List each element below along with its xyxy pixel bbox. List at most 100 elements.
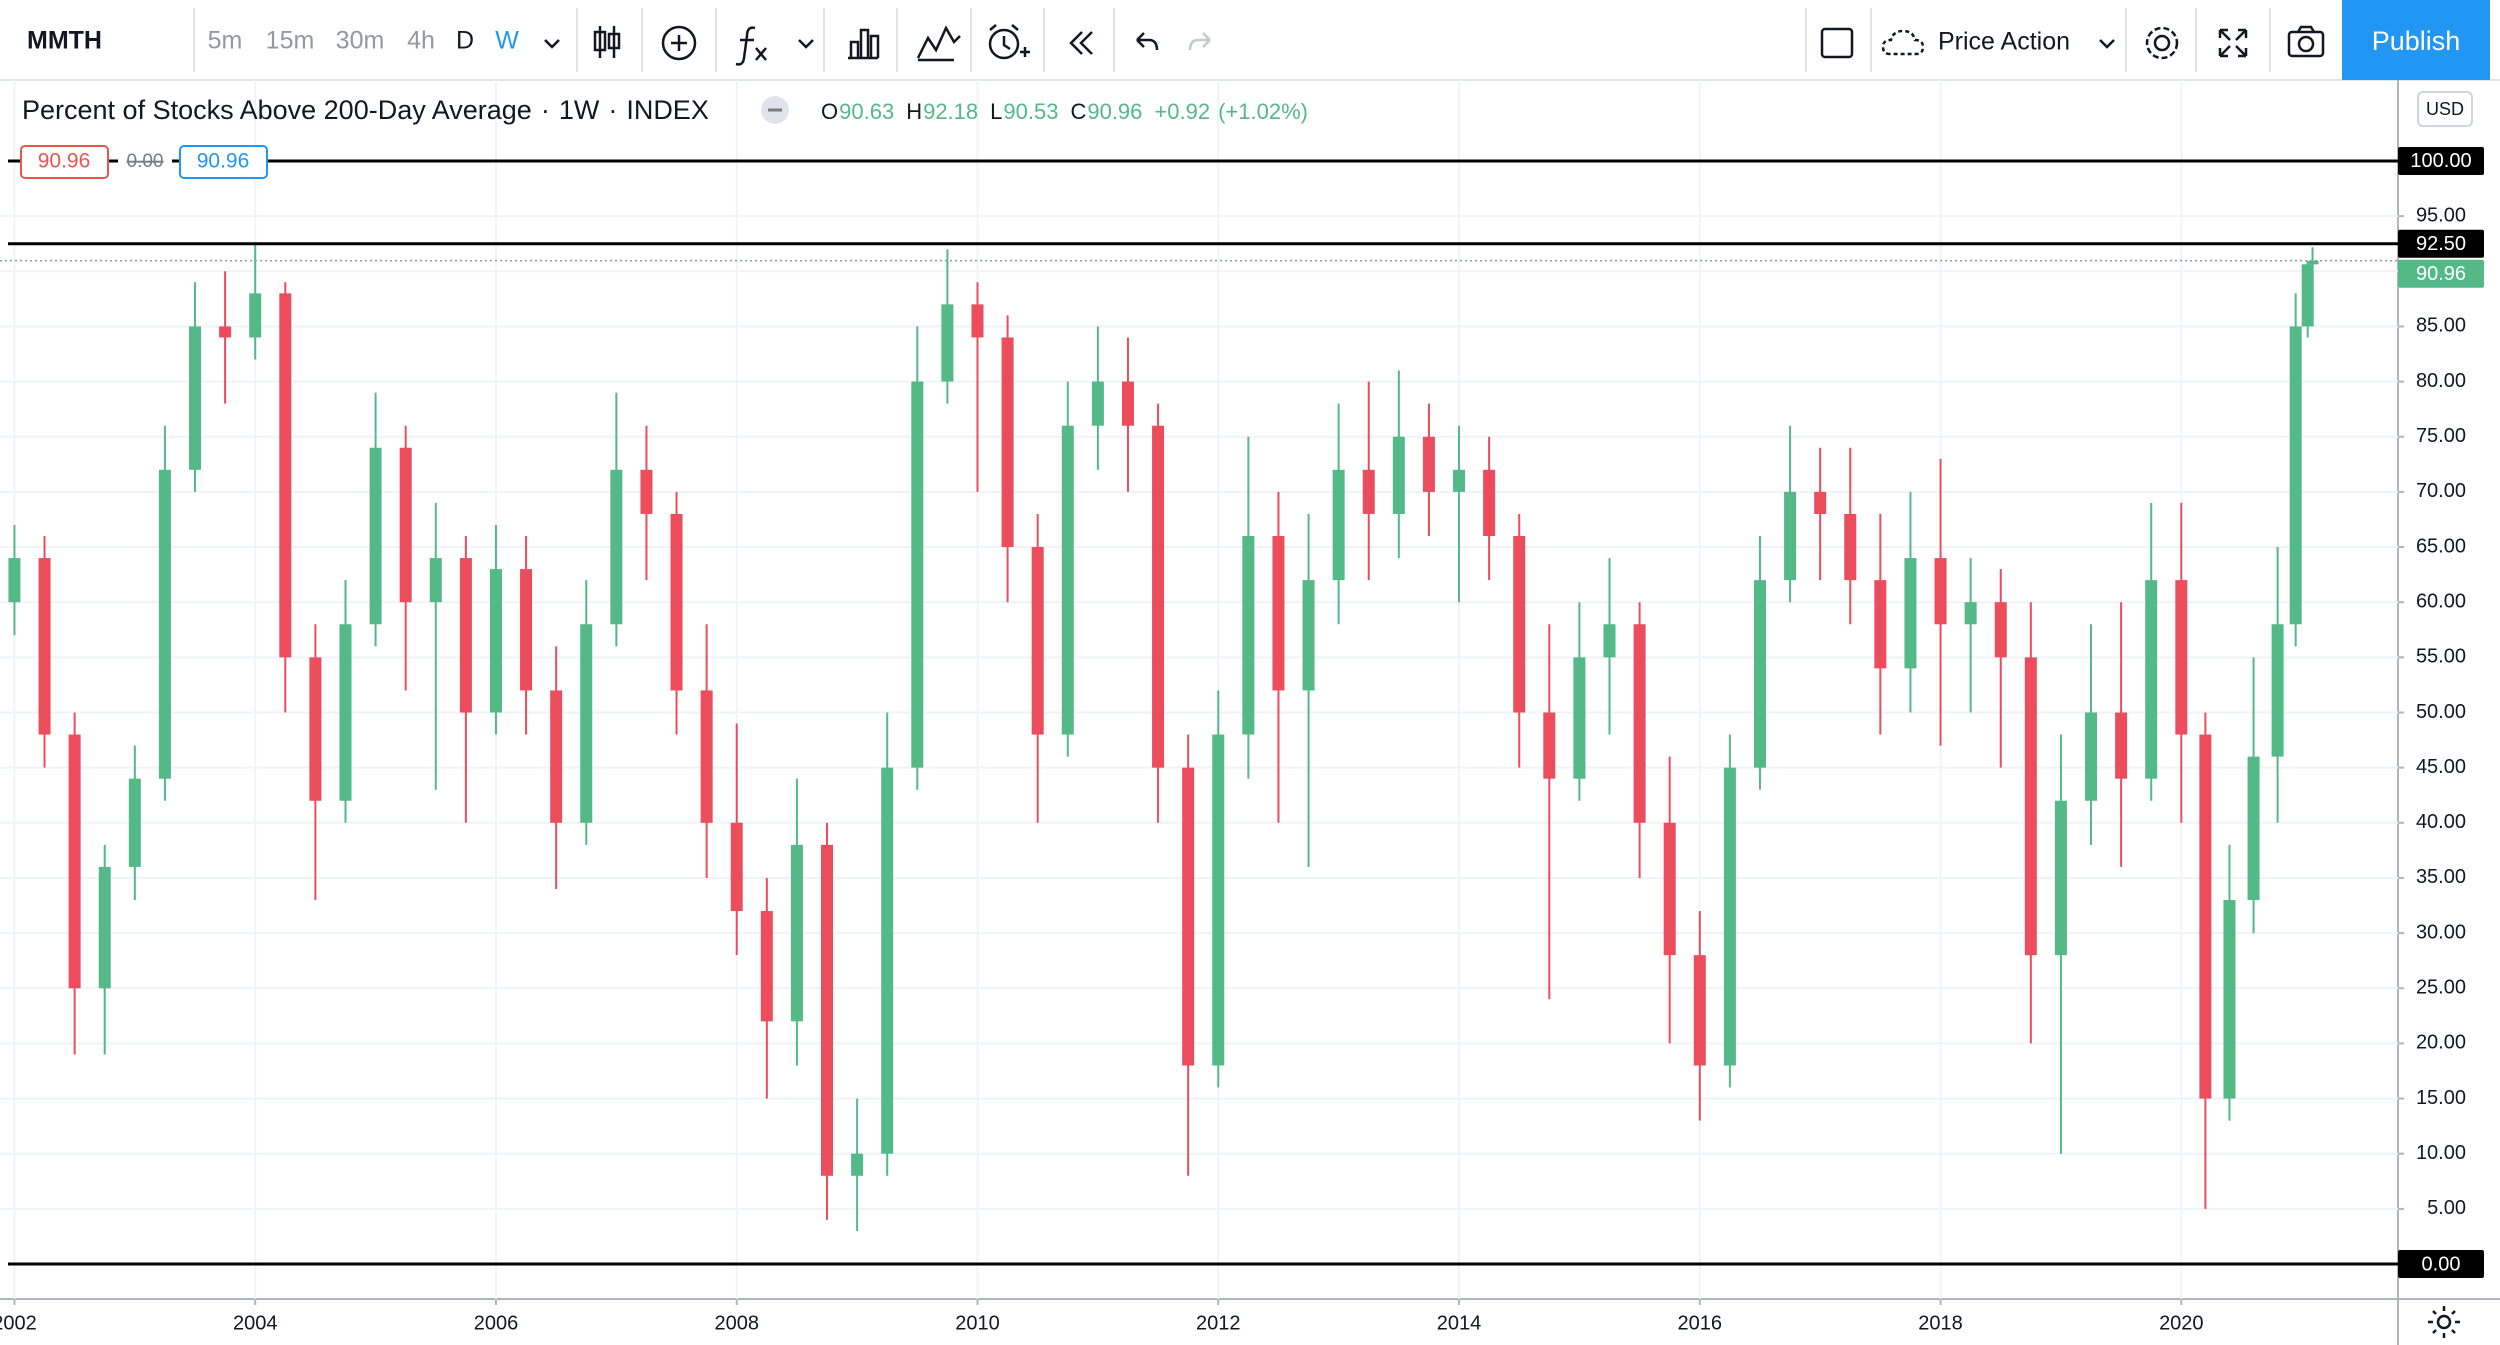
axis-settings-button[interactable] bbox=[2428, 1306, 2460, 1338]
undo-button[interactable] bbox=[1136, 32, 1159, 51]
interval[interactable]: D bbox=[456, 27, 474, 55]
last-price-badge bbox=[2398, 259, 2484, 288]
legend-separator: · bbox=[608, 95, 617, 125]
candle-body bbox=[1272, 536, 1285, 691]
ohlc-value: 90.63 bbox=[839, 99, 894, 124]
fullscreen-button[interactable] bbox=[2218, 28, 2248, 58]
candle-body bbox=[399, 447, 412, 603]
alert-button[interactable] bbox=[988, 24, 1030, 60]
compare-button[interactable] bbox=[661, 25, 697, 61]
candle-body bbox=[1091, 381, 1104, 426]
candle-body bbox=[1814, 491, 1827, 514]
y-tick-label: 20.00 bbox=[2416, 1032, 2466, 1054]
candle-body bbox=[2085, 712, 2098, 801]
interval[interactable]: 4h bbox=[407, 27, 435, 55]
candle-body bbox=[580, 624, 593, 823]
candle-body bbox=[1182, 767, 1195, 1066]
chart-type-button[interactable] bbox=[593, 26, 621, 58]
candle-body bbox=[1723, 767, 1736, 1066]
lines-button[interactable] bbox=[916, 25, 961, 62]
candle-body bbox=[1964, 602, 1977, 625]
price-badge bbox=[2398, 229, 2484, 258]
legend-exchange: INDEX bbox=[626, 95, 709, 125]
symbol[interactable]: MMTH bbox=[27, 27, 102, 55]
candle-body bbox=[1633, 624, 1646, 823]
candle-body bbox=[1543, 712, 1556, 779]
candle-body bbox=[98, 866, 111, 989]
candle-body bbox=[1753, 580, 1766, 768]
candle-body bbox=[2247, 756, 2260, 901]
candle-body bbox=[2145, 580, 2158, 779]
layout-name[interactable]: Price Action bbox=[1938, 28, 2070, 56]
plot-area bbox=[8, 243, 2319, 1231]
legend-toggle[interactable] bbox=[761, 96, 789, 124]
line-tool-badge[interactable] bbox=[20, 145, 109, 179]
y-tick-label: 45.00 bbox=[2416, 756, 2466, 778]
x-tick-label: 2020 bbox=[2159, 1312, 2204, 1334]
candle-body bbox=[911, 381, 924, 768]
y-tick-label: 70.00 bbox=[2416, 480, 2466, 502]
candle-body bbox=[700, 690, 713, 823]
y-tick-label: 85.00 bbox=[2416, 315, 2466, 337]
candle-body bbox=[189, 326, 202, 470]
candle-body bbox=[520, 569, 533, 691]
y-tick-label: 65.00 bbox=[2416, 535, 2466, 557]
price-badge-label: 92.50 bbox=[2416, 233, 2466, 255]
legend-title: Percent of Stocks Above 200-Day Average bbox=[22, 95, 532, 125]
publish-button[interactable] bbox=[2342, 0, 2490, 80]
layout-button[interactable] bbox=[1820, 27, 1854, 59]
line-tool-label: 90.96 bbox=[38, 150, 91, 173]
price-badge bbox=[2398, 146, 2484, 175]
y-tick-label: 10.00 bbox=[2416, 1142, 2466, 1164]
y-tick-label: 75.00 bbox=[2416, 425, 2466, 447]
screenshot-button[interactable] bbox=[2287, 25, 2325, 58]
toolbar-bg bbox=[0, 0, 2500, 80]
candle-body bbox=[1874, 580, 1887, 669]
candle-body bbox=[1603, 624, 1616, 658]
candle-body bbox=[1152, 425, 1165, 768]
interval[interactable]: 15m bbox=[266, 27, 315, 55]
candle-body bbox=[2024, 657, 2037, 956]
replay-button[interactable] bbox=[1069, 31, 1093, 55]
indicators-button[interactable] bbox=[735, 26, 767, 66]
change-value: +0.92 bbox=[1154, 99, 1210, 124]
candle-body bbox=[550, 690, 563, 823]
x-tick-label: 2018 bbox=[1918, 1312, 1963, 1334]
redo-button[interactable] bbox=[1188, 32, 1211, 51]
price-badge-label: 100.00 bbox=[2410, 150, 2471, 172]
x-tick-label: 2004 bbox=[233, 1312, 278, 1334]
settings-button[interactable] bbox=[2145, 26, 2179, 60]
ohlc-letter: C bbox=[1070, 99, 1086, 124]
candle-body bbox=[1332, 469, 1345, 581]
layout-menu[interactable] bbox=[2099, 39, 2115, 49]
candle-body bbox=[881, 767, 894, 1154]
candle-body bbox=[640, 469, 653, 514]
line-tool-badge[interactable] bbox=[179, 145, 268, 179]
publish-label[interactable]: Publish bbox=[2372, 26, 2461, 56]
candle-body bbox=[790, 844, 803, 1022]
toolbar: MMTH 5m 15m 30m 4h D W Price Action bbox=[0, 0, 2500, 81]
candle-body bbox=[1844, 513, 1857, 581]
legend: Percent of Stocks Above 200-Day Average … bbox=[22, 95, 709, 125]
interval-active[interactable]: W bbox=[495, 27, 519, 55]
candle-body bbox=[610, 469, 623, 625]
candle-body bbox=[2175, 580, 2188, 735]
interval[interactable]: 5m bbox=[208, 27, 243, 55]
candle-body bbox=[1061, 425, 1074, 735]
currency-button[interactable] bbox=[2417, 91, 2473, 127]
candle-body bbox=[249, 293, 262, 338]
candle-body bbox=[730, 822, 743, 912]
candle-body bbox=[219, 326, 232, 338]
interval[interactable]: 30m bbox=[336, 27, 385, 55]
legend-separator: · bbox=[541, 95, 550, 125]
templates-button[interactable] bbox=[848, 28, 880, 60]
y-tick-label: 55.00 bbox=[2416, 646, 2466, 668]
price-badge bbox=[2398, 1250, 2484, 1279]
ohlc-letter: O bbox=[821, 99, 838, 124]
candle-body bbox=[2223, 900, 2236, 1099]
candle-body bbox=[2115, 712, 2128, 779]
line-tool-label: 90.96 bbox=[197, 150, 250, 173]
indicators-menu[interactable] bbox=[798, 39, 814, 49]
interval-menu[interactable] bbox=[544, 39, 560, 49]
